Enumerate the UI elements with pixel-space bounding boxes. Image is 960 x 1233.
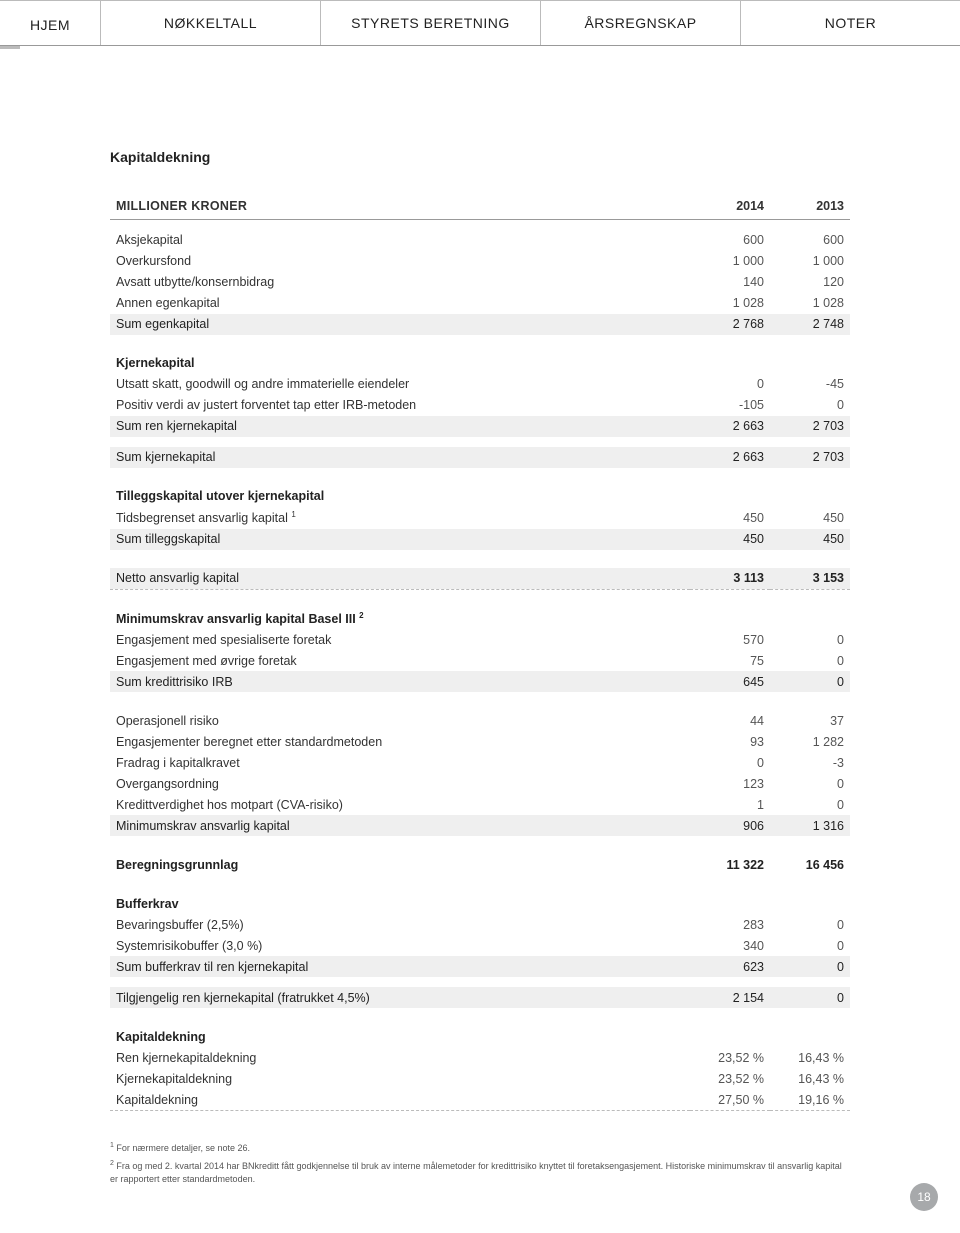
nav-arsregnskap[interactable]: ÅRSREGNSKAP bbox=[540, 0, 740, 45]
row-kjerne-dek: Kjernekapitaldekning23,52 %16,43 % bbox=[110, 1068, 850, 1089]
row-cva: Kredittverdighet hos motpart (CVA-risiko… bbox=[110, 794, 850, 815]
row-positiv-verdi: Positiv verdi av justert forventet tap e… bbox=[110, 395, 850, 416]
row-systemrisiko: Systemrisikobuffer (3,0 %)3400 bbox=[110, 935, 850, 956]
header-y1: 2014 bbox=[690, 193, 770, 220]
row-aksjekapital: Aksjekapital600600 bbox=[110, 230, 850, 251]
nav-noter[interactable]: NOTER bbox=[740, 0, 960, 45]
footnotes: 1 For nærmere detaljer, se note 26. 2 Fr… bbox=[110, 1141, 850, 1187]
page-content: Kapitaldekning MILLIONER KRONER 2014 201… bbox=[0, 49, 960, 1220]
row-sum-tillegg: Sum tilleggskapital450450 bbox=[110, 529, 850, 550]
row-beregning: Beregningsgrunnlag11 32216 456 bbox=[110, 854, 850, 875]
row-kap-dek: Kapitaldekning27,50 %19,16 % bbox=[110, 1089, 850, 1111]
footnote-2: 2 Fra og med 2. kvartal 2014 har BNkredi… bbox=[110, 1159, 850, 1187]
table-header-row: MILLIONER KRONER 2014 2013 bbox=[110, 193, 850, 220]
row-eng-ovrige: Engasjement med øvrige foretak750 bbox=[110, 650, 850, 671]
row-tilgjengelig: Tilgjengelig ren kjernekapital (fratrukk… bbox=[110, 987, 850, 1008]
row-kjernekapital-hdr: Kjernekapital bbox=[110, 353, 850, 374]
row-overgang: Overgangsordning1230 bbox=[110, 773, 850, 794]
row-bufferkrav-hdr: Bufferkrav bbox=[110, 893, 850, 914]
row-operasjonell: Operasjonell risiko4437 bbox=[110, 710, 850, 731]
nav-nokkeltall[interactable]: NØKKELTALL bbox=[100, 0, 320, 45]
row-fradrag: Fradrag i kapitalkravet0-3 bbox=[110, 752, 850, 773]
row-min-ansvarlig: Minimumskrav ansvarlig kapital9061 316 bbox=[110, 815, 850, 836]
row-sum-ren-kjerne: Sum ren kjernekapital2 6632 703 bbox=[110, 416, 850, 437]
row-utsatt-skatt: Utsatt skatt, goodwill og andre immateri… bbox=[110, 374, 850, 395]
section-title: Kapitaldekning bbox=[110, 149, 850, 165]
row-annen-ek: Annen egenkapital1 0281 028 bbox=[110, 293, 850, 314]
row-sum-kreditt-irb: Sum kredittrisiko IRB6450 bbox=[110, 671, 850, 692]
row-eng-standard: Engasjementer beregnet etter standardmet… bbox=[110, 731, 850, 752]
footnote-1: 1 For nærmere detaljer, se note 26. bbox=[110, 1141, 850, 1156]
nav-hjem[interactable]: HJEM bbox=[0, 0, 100, 45]
row-avsatt: Avsatt utbytte/konsernbidrag140120 bbox=[110, 272, 850, 293]
row-netto-ansvarlig: Netto ansvarlig kapital3 1133 153 bbox=[110, 568, 850, 590]
row-sum-buffer: Sum bufferkrav til ren kjernekapital6230 bbox=[110, 956, 850, 977]
row-kapdekning-hdr: Kapitaldekning bbox=[110, 1026, 850, 1047]
page-number: 18 bbox=[910, 1183, 938, 1211]
row-sum-ek: Sum egenkapital2 7682 748 bbox=[110, 314, 850, 335]
row-overkursfond: Overkursfond1 0001 000 bbox=[110, 251, 850, 272]
capital-adequacy-table: MILLIONER KRONER 2014 2013 Aksjekapital6… bbox=[110, 193, 850, 1111]
header-label: MILLIONER KRONER bbox=[110, 193, 690, 220]
row-tillegg-hdr: Tilleggskapital utover kjernekapital bbox=[110, 486, 850, 507]
header-y2: 2013 bbox=[770, 193, 850, 220]
row-tidsbegrenset: Tidsbegrenset ansvarlig kapital 1450450 bbox=[110, 507, 850, 529]
row-min-basel-hdr: Minimumskrav ansvarlig kapital Basel III… bbox=[110, 607, 850, 629]
nav-styrets[interactable]: STYRETS BERETNING bbox=[320, 0, 540, 45]
row-sum-kjerne: Sum kjernekapital2 6632 703 bbox=[110, 447, 850, 468]
top-nav: HJEM NØKKELTALL STYRETS BERETNING ÅRSREG… bbox=[0, 0, 960, 46]
row-ren-kjerne-dek: Ren kjernekapitaldekning23,52 %16,43 % bbox=[110, 1047, 850, 1068]
row-eng-spesial: Engasjement med spesialiserte foretak570… bbox=[110, 629, 850, 650]
row-bevaring: Bevaringsbuffer (2,5%)2830 bbox=[110, 914, 850, 935]
